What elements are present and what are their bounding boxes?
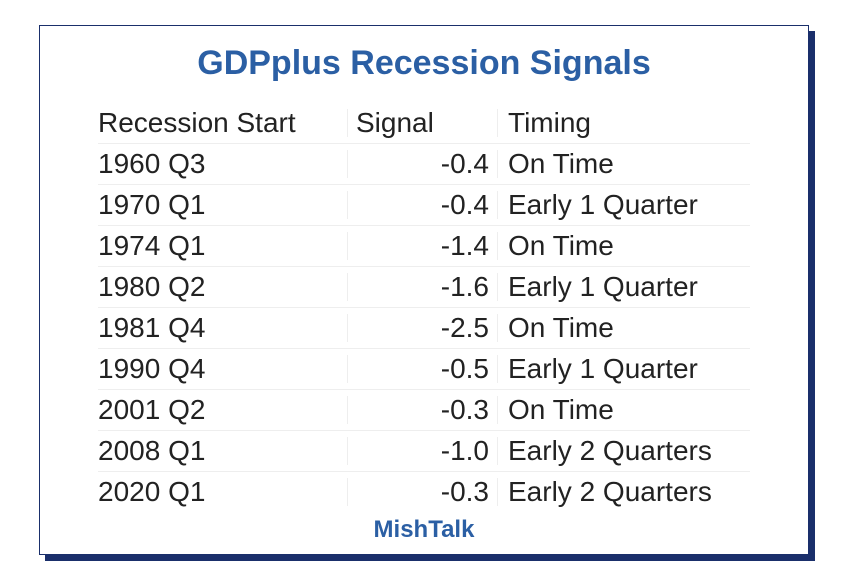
table-row: 2008 Q1 -1.0 Early 2 Quarters xyxy=(98,431,750,472)
cell-signal: -0.3 xyxy=(348,478,498,506)
table-header: Recession Start Signal Timing xyxy=(98,103,750,144)
cell-signal: -0.3 xyxy=(348,396,498,424)
cell-signal: -2.5 xyxy=(348,314,498,342)
cell-start: 1980 Q2 xyxy=(98,273,348,301)
cell-signal: -1.0 xyxy=(348,437,498,465)
table-row: 1981 Q4 -2.5 On Time xyxy=(98,308,750,349)
cell-timing: On Time xyxy=(498,314,750,342)
cell-start: 1970 Q1 xyxy=(98,191,348,219)
table-row: 1970 Q1 -0.4 Early 1 Quarter xyxy=(98,185,750,226)
cell-start: 1960 Q3 xyxy=(98,150,348,178)
data-table: Recession Start Signal Timing 1960 Q3 -0… xyxy=(68,103,780,512)
cell-start: 1981 Q4 xyxy=(98,314,348,342)
panel: GDPplus Recession Signals Recession Star… xyxy=(39,25,809,555)
table-row: 2020 Q1 -0.3 Early 2 Quarters xyxy=(98,472,750,512)
cell-start: 2001 Q2 xyxy=(98,396,348,424)
cell-start: 1990 Q4 xyxy=(98,355,348,383)
cell-signal: -1.4 xyxy=(348,232,498,260)
table-row: 2001 Q2 -0.3 On Time xyxy=(98,390,750,431)
col-header-signal: Signal xyxy=(348,109,498,137)
cell-timing: Early 1 Quarter xyxy=(498,273,750,301)
cell-timing: On Time xyxy=(498,232,750,260)
page-title: GDPplus Recession Signals xyxy=(68,44,780,83)
table-row: 1980 Q2 -1.6 Early 1 Quarter xyxy=(98,267,750,308)
cell-signal: -0.4 xyxy=(348,150,498,178)
cell-signal: -1.6 xyxy=(348,273,498,301)
cell-signal: -0.4 xyxy=(348,191,498,219)
cell-timing: On Time xyxy=(498,396,750,424)
footer-credit: MishTalk xyxy=(68,516,780,544)
cell-timing: Early 1 Quarter xyxy=(498,191,750,219)
cell-timing: Early 1 Quarter xyxy=(498,355,750,383)
cell-signal: -0.5 xyxy=(348,355,498,383)
cell-timing: On Time xyxy=(498,150,750,178)
cell-start: 2008 Q1 xyxy=(98,437,348,465)
table-row: 1960 Q3 -0.4 On Time xyxy=(98,144,750,185)
panel-wrapper: GDPplus Recession Signals Recession Star… xyxy=(39,25,809,555)
cell-timing: Early 2 Quarters xyxy=(498,437,750,465)
cell-timing: Early 2 Quarters xyxy=(498,478,750,506)
table-row: 1974 Q1 -1.4 On Time xyxy=(98,226,750,267)
col-header-timing: Timing xyxy=(498,109,750,137)
cell-start: 1974 Q1 xyxy=(98,232,348,260)
table-row: 1990 Q4 -0.5 Early 1 Quarter xyxy=(98,349,750,390)
col-header-start: Recession Start xyxy=(98,109,348,137)
cell-start: 2020 Q1 xyxy=(98,478,348,506)
